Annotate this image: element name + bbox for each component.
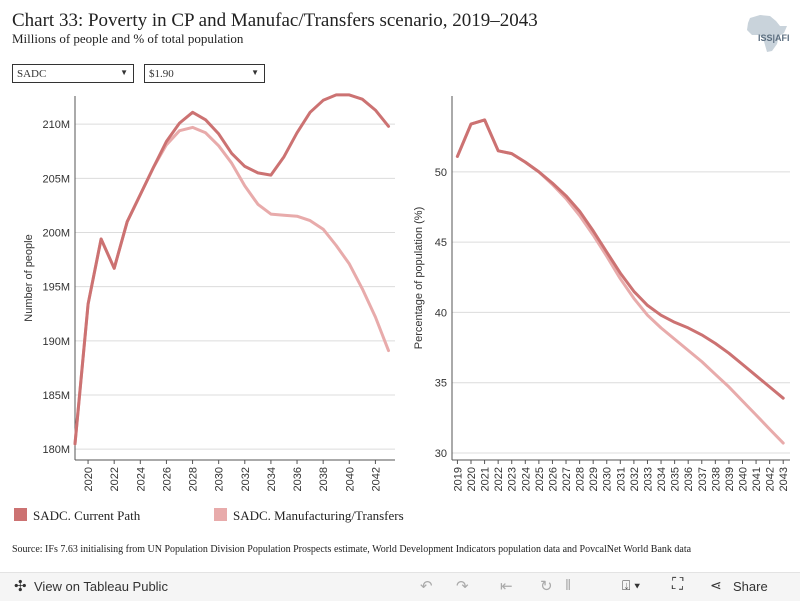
x-tick-label: 2020 bbox=[83, 467, 95, 491]
download-icon[interactable]: ⍗ ▾ bbox=[622, 577, 641, 593]
x-tick-label: 2043 bbox=[778, 467, 790, 491]
x-tick-label: 2035 bbox=[670, 467, 682, 491]
poverty-line-dropdown-value: $1.90 bbox=[149, 68, 174, 80]
x-tick-label: 2024 bbox=[135, 467, 147, 491]
pause-icon[interactable]: ‖ bbox=[565, 577, 572, 594]
x-tick-label: 2030 bbox=[602, 467, 614, 491]
legend-item-manufacturing-transfers[interactable]: SADC. Manufacturing/Transfers bbox=[214, 508, 404, 524]
revert-icon[interactable]: ⇤ bbox=[500, 578, 513, 595]
legend-swatch-current-path bbox=[14, 508, 27, 521]
x-tick-label: 2019 bbox=[452, 467, 464, 491]
undo-icon[interactable]: ↶ bbox=[420, 578, 433, 595]
x-tick-label: 2020 bbox=[466, 467, 478, 491]
tableau-footer: ✣ View on Tableau Public ↶ ↷ ⇤ ↻ ‖ ⍗ ▾ ⛶… bbox=[0, 572, 800, 601]
series-line-manufacturing-transfers[interactable] bbox=[455, 118, 785, 445]
legend-swatch-manufacturing-transfers bbox=[214, 508, 227, 521]
x-tick-label: 2022 bbox=[493, 467, 505, 491]
y-tick-label: 190M bbox=[42, 336, 70, 348]
poverty-line-dropdown[interactable]: $1.90 ▼ bbox=[144, 64, 265, 83]
y-tick-label: 185M bbox=[42, 390, 70, 402]
x-tick-label: 2032 bbox=[629, 467, 641, 491]
x-tick-label: 2028 bbox=[575, 467, 587, 491]
region-dropdown[interactable]: SADC ▼ bbox=[12, 64, 134, 83]
x-tick-label: 2037 bbox=[697, 467, 709, 491]
people-chart[interactable]: 180M 185M 190M 195M 200M 205M 210M 2020 2022 2024… bbox=[0, 90, 400, 500]
x-tick-label: 2021 bbox=[480, 467, 492, 491]
chart-title: Chart 33: Poverty in CP and Manufac/Tran… bbox=[12, 10, 538, 31]
y-tick-label: 210M bbox=[42, 119, 70, 131]
fullscreen-icon[interactable]: ⛶ bbox=[672, 576, 684, 593]
x-tick-label: 2026 bbox=[547, 467, 559, 491]
series-line-current-path[interactable] bbox=[73, 93, 390, 446]
x-tick-label: 2038 bbox=[318, 467, 330, 491]
x-tick-label: 2039 bbox=[724, 467, 736, 491]
y-tick-label: 200M bbox=[42, 228, 70, 240]
x-tick-label: 2038 bbox=[710, 467, 722, 491]
series-line-current-path[interactable] bbox=[455, 118, 785, 400]
x-tick-label: 2024 bbox=[520, 467, 532, 491]
x-tick-label: 2032 bbox=[240, 467, 252, 491]
chevron-down-icon: ▼ bbox=[120, 68, 128, 77]
series-line-manufacturing-transfers[interactable] bbox=[73, 125, 390, 446]
y-axis-title: Number of people bbox=[23, 234, 35, 321]
y-tick-label: 180M bbox=[42, 444, 70, 456]
y-tick-label: 45 bbox=[435, 237, 447, 249]
share-button[interactable]: Share bbox=[733, 579, 768, 594]
x-tick-label: 2022 bbox=[109, 467, 121, 491]
x-tick-label: 2042 bbox=[765, 467, 777, 491]
x-tick-label: 2036 bbox=[683, 467, 695, 491]
y-tick-label: 205M bbox=[42, 173, 70, 185]
x-tick-label: 2029 bbox=[588, 467, 600, 491]
x-tick-label: 2040 bbox=[737, 467, 749, 491]
tableau-logo-icon: ✣ bbox=[14, 578, 27, 595]
x-tick-label: 2023 bbox=[507, 467, 519, 491]
x-tick-label: 2030 bbox=[214, 467, 226, 491]
region-dropdown-value: SADC bbox=[17, 68, 47, 80]
y-tick-label: 50 bbox=[435, 167, 447, 179]
x-tick-label: 2040 bbox=[344, 467, 356, 491]
iss-africa-logo: ISS|AFI bbox=[747, 15, 790, 52]
x-tick-label: 2042 bbox=[370, 467, 382, 491]
x-tick-label: 2031 bbox=[615, 467, 627, 491]
legend-label-current-path: SADC. Current Path bbox=[33, 508, 141, 523]
x-tick-label: 2025 bbox=[534, 467, 546, 491]
y-axis-title: Percentage of population (%) bbox=[413, 207, 425, 349]
x-tick-label: 2033 bbox=[642, 467, 654, 491]
chevron-down-icon: ▼ bbox=[251, 68, 259, 77]
y-tick-label: 195M bbox=[42, 282, 70, 294]
x-tick-label: 2026 bbox=[161, 467, 173, 491]
x-tick-label: 2027 bbox=[561, 467, 573, 491]
refresh-icon[interactable]: ↻ bbox=[540, 578, 553, 595]
share-icon[interactable]: ⋖ bbox=[710, 577, 722, 593]
legend-label-manufacturing-transfers: SADC. Manufacturing/Transfers bbox=[233, 508, 404, 523]
y-tick-label: 30 bbox=[435, 448, 447, 460]
x-tick-label: 2028 bbox=[188, 467, 200, 491]
x-tick-label: 2034 bbox=[266, 467, 278, 491]
view-on-tableau-link[interactable]: View on Tableau Public bbox=[34, 579, 168, 594]
x-tick-label: 2034 bbox=[656, 467, 668, 491]
x-tick-label: 2036 bbox=[292, 467, 304, 491]
y-tick-label: 35 bbox=[435, 378, 447, 390]
y-tick-label: 40 bbox=[435, 307, 447, 319]
legend-item-current-path[interactable]: SADC. Current Path bbox=[14, 508, 140, 524]
redo-icon[interactable]: ↷ bbox=[456, 578, 469, 595]
chart-subtitle: Millions of people and % of total popula… bbox=[12, 31, 244, 46]
source-note: Source: IFs 7.63 initialising from UN Po… bbox=[12, 544, 692, 555]
x-tick-label: 2041 bbox=[751, 467, 763, 491]
logo-text: ISS|AFI bbox=[758, 33, 790, 43]
